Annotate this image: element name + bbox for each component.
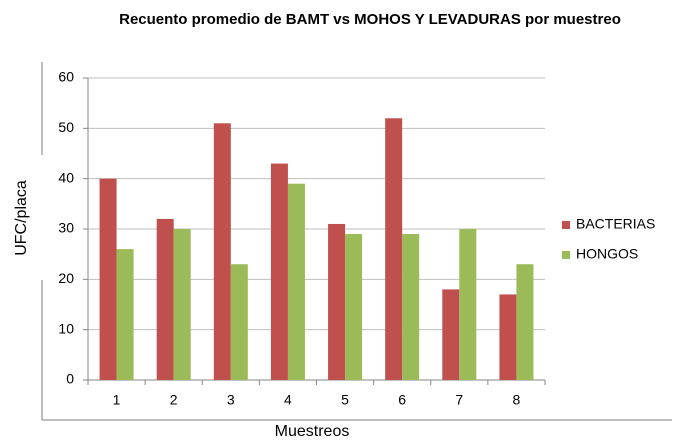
y-tick-label: 40 [58,169,74,185]
bar [516,264,534,380]
bar [99,178,117,380]
bar [499,294,517,380]
bar [442,289,460,380]
bar [459,229,477,380]
bar [213,123,231,381]
bar [287,183,305,380]
x-tick-label: 8 [513,392,521,408]
y-tick-label: 0 [66,371,74,387]
bar [116,249,134,380]
x-tick-label: 3 [227,392,235,408]
bar [402,234,420,380]
y-tick-label: 60 [58,69,74,85]
y-axis-label: UFC/placa [13,180,30,256]
bar [328,223,346,380]
legend-swatch [562,221,570,229]
legend-label: HONGOS [576,246,638,262]
bar [156,218,174,380]
chart-title: Recuento promedio de BAMT vs MOHOS Y LEV… [119,11,621,28]
y-tick-label: 20 [58,270,74,286]
x-axis-label: Muestreos [275,423,350,440]
x-tick-label: 2 [170,392,178,408]
x-tick-label: 5 [341,392,349,408]
y-tick-label: 50 [58,119,74,135]
x-tick-label: 6 [398,392,406,408]
x-tick-label: 1 [113,392,121,408]
legend-swatch [562,251,570,259]
bar [345,234,363,380]
bar [270,163,288,380]
x-tick-label: 4 [284,392,292,408]
x-tick-label: 7 [455,392,463,408]
bar [385,118,403,381]
y-tick-label: 30 [58,220,74,236]
bar [230,264,248,380]
bar [173,229,191,380]
y-tick-label: 10 [58,320,74,336]
legend-label: BACTERIAS [576,216,655,232]
